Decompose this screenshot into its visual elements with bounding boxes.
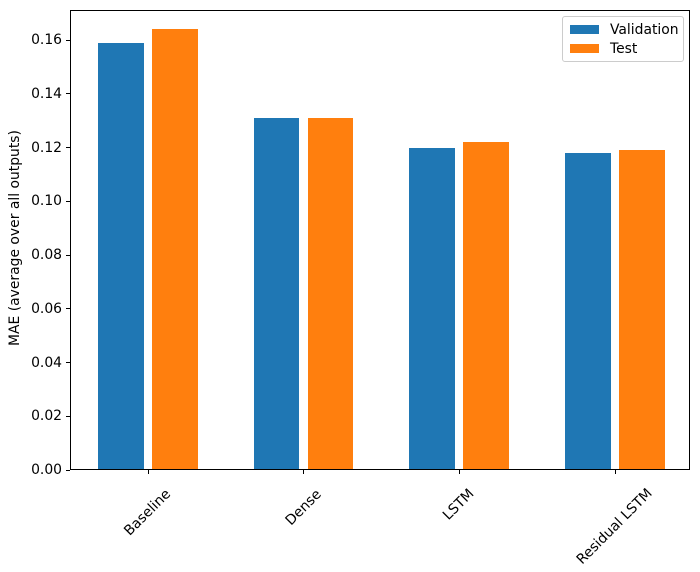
legend: Validation Test — [562, 16, 684, 62]
bar-validation-baseline — [98, 42, 144, 469]
bar-test-lstm — [463, 142, 509, 469]
test-color-swatch — [570, 44, 599, 53]
y-tick-mark — [66, 93, 70, 95]
x-tick-label: Baseline — [121, 486, 175, 539]
y-tick-mark — [66, 469, 70, 471]
bar-validation-dense — [253, 118, 300, 469]
bar-test-residual-lstm — [619, 150, 665, 469]
y-tick-label: 0.08 — [31, 247, 62, 264]
y-tick-label: 0.06 — [31, 300, 62, 317]
bar-test-dense — [307, 118, 354, 469]
x-tick-label: Dense — [282, 486, 325, 529]
x-tick-label: Residual LSTM — [573, 485, 656, 569]
y-tick-label: 0.04 — [31, 354, 62, 371]
y-tick-mark — [66, 415, 70, 417]
x-tick-mark — [147, 470, 149, 474]
legend-item-validation: Validation — [570, 21, 679, 38]
y-tick-mark — [66, 147, 70, 149]
bar-validation-residual-lstm — [565, 152, 611, 469]
y-tick-label: 0.16 — [31, 32, 62, 49]
y-tick-mark — [66, 362, 70, 364]
y-tick-mark — [66, 308, 70, 310]
y-tick-label: 0.12 — [31, 139, 62, 156]
x-tick-mark — [458, 470, 460, 474]
legend-label-test: Test — [610, 40, 638, 57]
y-tick-mark — [66, 200, 70, 202]
bar-test-baseline — [152, 29, 198, 469]
x-tick-mark — [303, 470, 305, 474]
validation-color-swatch — [570, 25, 599, 34]
y-tick-label: 0.14 — [31, 85, 62, 102]
y-tick-label: 0.02 — [31, 408, 62, 425]
y-tick-mark — [66, 39, 70, 41]
x-tick-mark — [614, 470, 616, 474]
y-tick-label: 0.00 — [31, 462, 62, 478]
legend-label-validation: Validation — [610, 21, 679, 38]
y-tick-label: 0.10 — [31, 193, 62, 210]
bar-validation-lstm — [409, 147, 455, 469]
legend-item-test: Test — [570, 40, 676, 57]
y-tick-mark — [66, 254, 70, 256]
x-tick-label: LSTM — [440, 485, 478, 524]
